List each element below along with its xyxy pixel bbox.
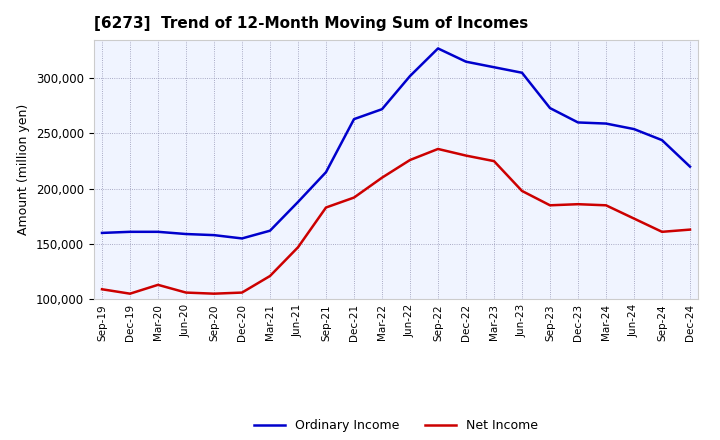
Ordinary Income (378, 106, 387, 112)
Net Income (405, 158, 414, 163)
Ordinary Income (518, 70, 526, 75)
Net Income (433, 147, 442, 152)
Ordinary Income (350, 117, 359, 122)
Net Income (238, 290, 246, 295)
Ordinary Income (98, 230, 107, 235)
Y-axis label: Amount (million yen): Amount (million yen) (17, 104, 30, 235)
Net Income (657, 229, 666, 235)
Line: Ordinary Income: Ordinary Income (102, 48, 690, 238)
Ordinary Income (405, 73, 414, 79)
Legend: Ordinary Income, Net Income: Ordinary Income, Net Income (249, 414, 543, 437)
Ordinary Income (433, 46, 442, 51)
Ordinary Income (490, 65, 498, 70)
Net Income (462, 153, 470, 158)
Ordinary Income (322, 169, 330, 175)
Net Income (630, 216, 639, 221)
Ordinary Income (126, 229, 135, 235)
Net Income (153, 282, 162, 287)
Net Income (294, 245, 302, 250)
Net Income (574, 202, 582, 207)
Ordinary Income (574, 120, 582, 125)
Ordinary Income (657, 137, 666, 143)
Net Income (266, 273, 274, 279)
Ordinary Income (546, 106, 554, 111)
Net Income (210, 291, 218, 296)
Ordinary Income (181, 231, 190, 237)
Ordinary Income (685, 164, 694, 169)
Line: Net Income: Net Income (102, 149, 690, 293)
Ordinary Income (210, 232, 218, 238)
Ordinary Income (238, 236, 246, 241)
Net Income (602, 203, 611, 208)
Net Income (126, 291, 135, 296)
Net Income (490, 158, 498, 164)
Net Income (350, 195, 359, 200)
Net Income (98, 286, 107, 292)
Ordinary Income (294, 199, 302, 205)
Net Income (518, 188, 526, 194)
Net Income (322, 205, 330, 210)
Net Income (685, 227, 694, 232)
Net Income (378, 175, 387, 180)
Net Income (546, 203, 554, 208)
Ordinary Income (602, 121, 611, 126)
Text: [6273]  Trend of 12-Month Moving Sum of Incomes: [6273] Trend of 12-Month Moving Sum of I… (94, 16, 528, 32)
Ordinary Income (153, 229, 162, 235)
Ordinary Income (630, 126, 639, 132)
Ordinary Income (462, 59, 470, 64)
Ordinary Income (266, 228, 274, 233)
Net Income (181, 290, 190, 295)
